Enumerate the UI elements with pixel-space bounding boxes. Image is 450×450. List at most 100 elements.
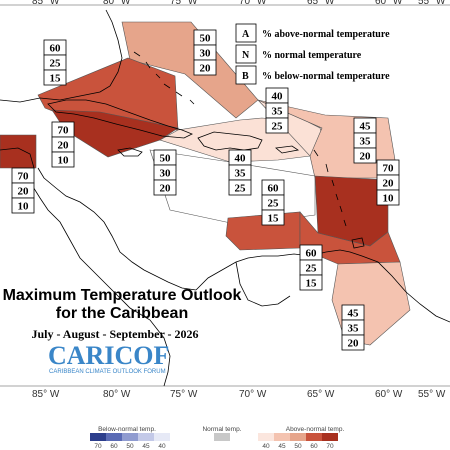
map-title-line1: Maximum Temperature Outlook bbox=[3, 287, 242, 304]
probability-box: 60 25 15 bbox=[43, 39, 67, 86]
scale-below-swatch bbox=[106, 433, 122, 441]
scale-normal-label: Normal temp. bbox=[202, 426, 241, 433]
scale-above-swatch bbox=[290, 433, 306, 441]
probability-legend: A N B % above-normal temperature % norma… bbox=[235, 23, 390, 85]
probability-value-below: 15 bbox=[306, 278, 318, 290]
probability-value-above: 45 bbox=[360, 121, 372, 133]
scale-tick-label: 70 bbox=[326, 443, 334, 450]
caricof-logo: CARICOF bbox=[48, 341, 169, 370]
probability-box: 60 25 15 bbox=[299, 244, 323, 291]
title-block: Maximum Temperature Outlook for the Cari… bbox=[3, 287, 242, 375]
probability-value-above: 70 bbox=[18, 171, 30, 183]
scale-tick-label: 60 bbox=[110, 443, 118, 450]
probability-value-below: 10 bbox=[18, 201, 30, 213]
color-scale: Below-normal temp. Normal temp. Above-no… bbox=[90, 426, 344, 450]
longitude-labels-bottom: 85° W 80° W 75° W 70° W 65° W 60° W 55° … bbox=[32, 389, 446, 400]
scale-tick-label: 45 bbox=[278, 443, 286, 450]
probability-cell-below bbox=[193, 59, 217, 76]
probability-box: 45 35 20 bbox=[341, 304, 365, 351]
probability-value-above: 70 bbox=[58, 125, 70, 137]
probability-box: 70 20 10 bbox=[51, 121, 75, 168]
probability-value-normal: 30 bbox=[160, 168, 172, 180]
scale-swatches bbox=[90, 433, 338, 441]
scale-tick-label: 50 bbox=[126, 443, 134, 450]
lon-label: 70° W bbox=[239, 389, 267, 400]
lon-label: 85° W bbox=[32, 389, 60, 400]
scale-below-swatch bbox=[154, 433, 170, 441]
probability-value-normal: 25 bbox=[50, 58, 62, 70]
map-title-line2: for the Caribbean bbox=[56, 305, 188, 322]
probability-value-normal: 35 bbox=[235, 168, 247, 180]
scale-below-label: Below-normal temp. bbox=[98, 426, 156, 433]
probability-value-above: 60 bbox=[268, 183, 280, 195]
scale-normal-swatch bbox=[214, 433, 230, 441]
lon-label: 70° W bbox=[239, 0, 267, 7]
scale-tick-label: 50 bbox=[294, 443, 302, 450]
probability-value-above: 40 bbox=[235, 153, 247, 165]
scale-above-swatch bbox=[258, 433, 274, 441]
lon-label: 65° W bbox=[307, 0, 335, 7]
scale-above-swatch bbox=[322, 433, 338, 441]
probability-value-below: 10 bbox=[383, 193, 395, 205]
scale-above-swatch bbox=[274, 433, 290, 441]
caricof-logo-subtitle: CARIBBEAN CLIMATE OUTLOOK FORUM bbox=[49, 369, 166, 375]
lon-label: 60° W bbox=[375, 0, 403, 7]
lon-label: 75° W bbox=[170, 0, 198, 7]
lon-label: 80° W bbox=[103, 0, 131, 7]
probability-value-above: 50 bbox=[200, 33, 212, 45]
probability-box: 60 25 15 bbox=[261, 179, 285, 226]
probability-value-normal: 30 bbox=[200, 48, 212, 60]
probability-box: 40 35 25 bbox=[265, 87, 289, 134]
legend-key-above: A bbox=[242, 29, 250, 40]
probability-value-below: 10 bbox=[58, 155, 70, 167]
scale-below-swatch bbox=[90, 433, 106, 441]
scale-tick-label: 40 bbox=[262, 443, 270, 450]
probability-value-normal: 35 bbox=[272, 106, 284, 118]
probability-value-below: 20 bbox=[160, 183, 172, 195]
lon-label: 80° W bbox=[103, 389, 131, 400]
probability-value-above: 60 bbox=[306, 248, 318, 260]
map-frame bbox=[0, 4, 450, 387]
probability-value-below: 20 bbox=[360, 151, 372, 163]
probability-value-below: 25 bbox=[272, 121, 284, 133]
lon-label: 55° W bbox=[418, 0, 446, 7]
probability-value-above: 45 bbox=[348, 308, 360, 320]
probability-box: 50 30 20 bbox=[153, 149, 177, 196]
probability-box: 70 20 10 bbox=[11, 167, 35, 214]
legend-text-normal: % normal temperature bbox=[262, 50, 362, 61]
lon-label: 55° W bbox=[418, 389, 446, 400]
scale-tick-label: 60 bbox=[310, 443, 318, 450]
scale-above-label: Above-normal temp. bbox=[286, 426, 345, 433]
probability-box: 45 35 20 bbox=[353, 117, 377, 164]
probability-value-above: 60 bbox=[50, 43, 62, 55]
longitude-labels-top: 85° W 80° W 75° W 70° W 65° W 60° W 55° … bbox=[32, 0, 446, 7]
probability-value-below: 15 bbox=[50, 73, 62, 85]
probability-value-below: 25 bbox=[235, 183, 247, 195]
probability-cell-below bbox=[376, 189, 400, 206]
probability-cell-below bbox=[261, 209, 285, 226]
probability-box: 70 20 10 bbox=[376, 159, 400, 206]
probability-cell-below bbox=[11, 197, 35, 214]
probability-box: 40 35 25 bbox=[228, 149, 252, 196]
probability-cell-below bbox=[51, 151, 75, 168]
scale-above-swatch bbox=[306, 433, 322, 441]
probability-value-normal: 20 bbox=[58, 140, 70, 152]
region-belize bbox=[0, 134, 37, 169]
probability-cell-below bbox=[228, 179, 252, 196]
probability-boxes: 50 30 20 60 25 15 70 20 10 70 20 10 40 35 25 50 30 20 40 35… bbox=[11, 29, 400, 351]
probability-value-normal: 20 bbox=[383, 178, 395, 190]
probability-cell-below bbox=[353, 147, 377, 164]
probability-cell-below bbox=[153, 179, 177, 196]
probability-cell-below bbox=[299, 274, 323, 291]
probability-value-normal: 35 bbox=[360, 136, 372, 148]
probability-value-above: 40 bbox=[272, 91, 284, 103]
probability-value-normal: 20 bbox=[18, 186, 30, 198]
scale-tick-label: 70 bbox=[94, 443, 102, 450]
probability-value-above: 70 bbox=[383, 163, 395, 175]
probability-cell-below bbox=[265, 117, 289, 134]
lon-label: 85° W bbox=[32, 0, 60, 7]
legend-key-below: B bbox=[242, 71, 249, 82]
scale-below-swatch bbox=[122, 433, 138, 441]
legend-key-normal: N bbox=[242, 50, 250, 61]
lon-label: 75° W bbox=[170, 389, 198, 400]
